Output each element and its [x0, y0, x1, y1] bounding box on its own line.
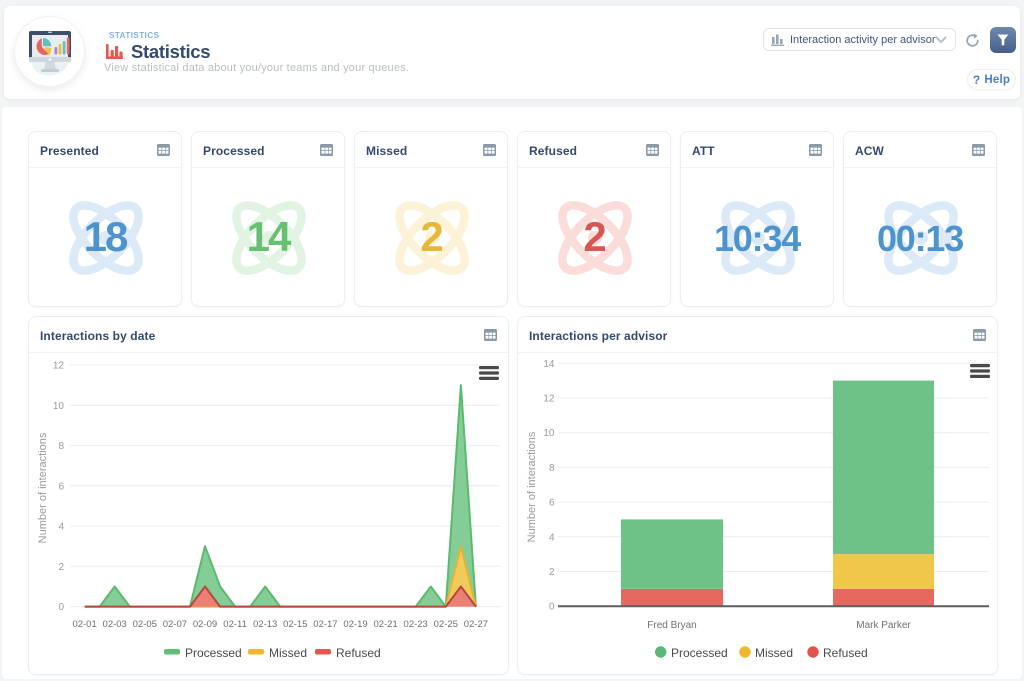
svg-text:02-05: 02-05	[133, 619, 157, 630]
svg-text:10: 10	[53, 401, 65, 412]
svg-text:02-23: 02-23	[404, 619, 428, 630]
svg-text:02-15: 02-15	[283, 619, 307, 630]
svg-text:Mark Parker: Mark Parker	[856, 620, 911, 631]
svg-text:12: 12	[543, 394, 555, 405]
svg-text:Refused: Refused	[823, 646, 868, 660]
svg-text:4: 4	[549, 532, 555, 543]
svg-text:Processed: Processed	[185, 646, 242, 660]
svg-text:02-17: 02-17	[313, 619, 337, 630]
svg-text:02-25: 02-25	[434, 619, 458, 630]
svg-text:02-21: 02-21	[373, 619, 397, 630]
svg-text:12: 12	[53, 361, 65, 372]
svg-text:Fred Bryan: Fred Bryan	[647, 620, 696, 631]
svg-text:0: 0	[58, 602, 64, 613]
svg-text:02-09: 02-09	[193, 619, 217, 630]
svg-text:6: 6	[58, 481, 64, 492]
svg-text:Processed: Processed	[671, 646, 728, 660]
svg-text:Missed: Missed	[269, 646, 307, 660]
svg-text:02-03: 02-03	[103, 619, 127, 630]
svg-text:02-19: 02-19	[343, 619, 367, 630]
svg-text:Missed: Missed	[755, 646, 793, 660]
svg-text:02-01: 02-01	[72, 619, 96, 630]
svg-text:02-07: 02-07	[163, 619, 187, 630]
svg-text:14: 14	[543, 359, 555, 370]
svg-text:8: 8	[549, 463, 555, 474]
svg-text:02-11: 02-11	[223, 619, 247, 630]
svg-text:10: 10	[543, 428, 555, 439]
svg-text:Number of interactions: Number of interactions	[526, 431, 538, 542]
svg-text:Refused: Refused	[336, 646, 381, 660]
svg-text:02-27: 02-27	[464, 619, 488, 630]
svg-text:Number of interactions: Number of interactions	[37, 432, 49, 543]
svg-text:2: 2	[549, 567, 555, 578]
svg-text:0: 0	[549, 602, 555, 613]
svg-text:8: 8	[58, 441, 64, 452]
svg-text:6: 6	[549, 498, 555, 509]
svg-text:2: 2	[58, 562, 64, 573]
svg-text:4: 4	[58, 522, 64, 533]
svg-text:02-13: 02-13	[253, 619, 277, 630]
